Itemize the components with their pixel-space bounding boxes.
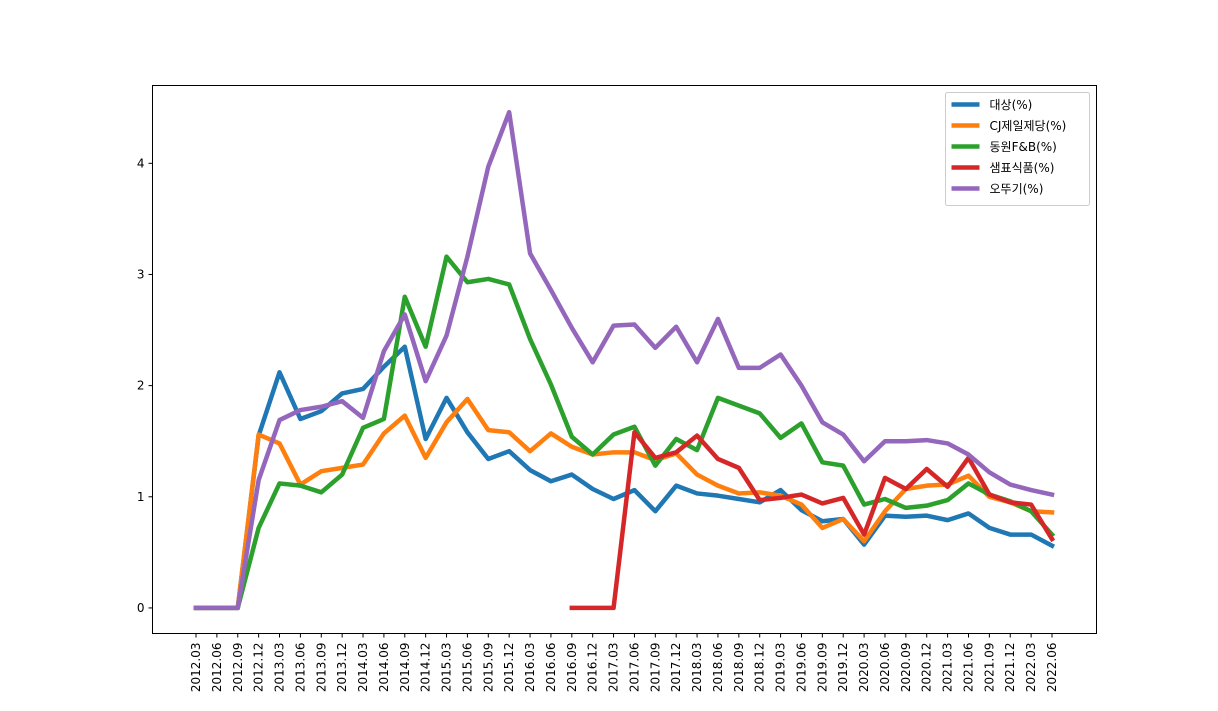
x-tick-label: 2015.12 [502, 643, 516, 693]
series-line-3 [569, 430, 1056, 611]
legend-label: 샘표식품(%) [990, 161, 1055, 175]
x-tick-label: 2014.06 [377, 643, 391, 693]
x-tick-label: 2019.12 [836, 643, 850, 693]
legend-box [945, 92, 1090, 206]
x-tick-label: 2014.12 [419, 643, 433, 693]
x-tick-label: 2016.06 [544, 643, 558, 693]
x-tick-label: 2020.03 [857, 643, 871, 693]
y-tick-label: 0 [137, 601, 145, 615]
x-tick-label: 2021.06 [961, 643, 975, 693]
x-tick-label: 2014.09 [398, 643, 412, 693]
x-tick-label: 2016.09 [565, 643, 579, 693]
y-tick-label: 4 [137, 156, 145, 170]
series-line-4 [193, 109, 1055, 611]
legend: 대상(%) CJ제일제당(%) 동원F&B(%) 샘표식품(%) 오뚜기(%) [945, 92, 1090, 206]
x-tick-label: 2018.12 [753, 643, 767, 693]
x-tick-label: 2016.12 [586, 643, 600, 693]
x-tick-label: 2016.03 [523, 643, 537, 693]
x-tick-label: 2012.03 [189, 643, 203, 693]
legend-label: 오뚜기(%) [990, 182, 1044, 196]
x-tick-label: 2020.12 [920, 643, 934, 693]
x-tick-label: 2013.03 [273, 643, 287, 693]
x-tick-label: 2015.03 [440, 643, 454, 693]
x-tick-label: 2021.03 [941, 643, 955, 693]
series-line-2 [193, 254, 1056, 611]
x-tick-label: 2013.09 [314, 643, 328, 693]
x-tick-label: 2021.09 [982, 643, 996, 693]
x-tick-label: 2020.06 [878, 643, 892, 693]
x-axis: 2012.03 2012.06 2012.09 2012.12 2013.03 2013.… [189, 633, 1059, 693]
x-tick-label: 2015.06 [460, 643, 474, 693]
x-tick-label: 2019.09 [815, 643, 829, 693]
x-tick-label: 2018.09 [732, 643, 746, 693]
series-lines [193, 109, 1056, 611]
x-tick-label: 2019.03 [774, 643, 788, 693]
x-tick-label: 2012.06 [210, 643, 224, 693]
y-axis: 0 1 2 3 4 [137, 156, 153, 615]
y-tick-label: 3 [137, 267, 145, 281]
legend-label: 대상(%) [990, 98, 1033, 112]
x-tick-label: 2022.06 [1045, 643, 1059, 693]
x-tick-label: 2017.06 [627, 643, 641, 693]
x-tick-label: 2022.03 [1024, 643, 1038, 693]
y-tick-label: 1 [137, 490, 145, 504]
x-tick-label: 2014.03 [356, 643, 370, 693]
x-tick-label: 2017.12 [669, 643, 683, 693]
x-tick-label: 2018.03 [690, 643, 704, 693]
x-tick-label: 2021.12 [1003, 643, 1017, 693]
x-tick-label: 2018.06 [711, 643, 725, 693]
plot-area-frame [152, 85, 1097, 634]
legend-label: CJ제일제당(%) [990, 119, 1067, 133]
x-tick-label: 2019.06 [794, 643, 808, 693]
x-tick-label: 2012.09 [231, 643, 245, 693]
x-tick-label: 2017.09 [648, 643, 662, 693]
x-tick-label: 2017.03 [607, 643, 621, 693]
x-tick-label: 2013.06 [293, 643, 307, 693]
x-tick-label: 2020.09 [899, 643, 913, 693]
x-tick-label: 2012.12 [252, 643, 266, 693]
legend-label: 동원F&B(%) [990, 140, 1057, 154]
y-tick-label: 2 [137, 379, 145, 393]
x-tick-label: 2013.12 [335, 643, 349, 693]
series-line-0 [193, 344, 1056, 611]
x-tick-label: 2015.09 [481, 643, 495, 693]
